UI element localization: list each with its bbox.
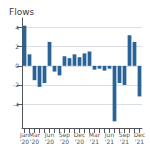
svg-text:0: 0 [15, 62, 19, 69]
svg-text:'20: '20 [20, 138, 29, 145]
svg-text:'20: '20 [45, 138, 54, 145]
svg-text:Flows: Flows [9, 7, 35, 17]
svg-text:'21: '21 [105, 138, 114, 145]
svg-text:'20: '20 [60, 138, 69, 145]
svg-text:2: 2 [15, 43, 19, 50]
svg-text:Sep: Sep [58, 131, 71, 138]
svg-text:Dec: Dec [134, 131, 146, 138]
svg-text:Mar: Mar [89, 131, 101, 138]
svg-text:'20: '20 [30, 138, 39, 145]
svg-text:Sep: Sep [118, 131, 131, 138]
svg-text:'21: '21 [120, 138, 129, 145]
svg-text:Jun: Jun [104, 131, 115, 138]
svg-text:Jun: Jun [44, 131, 55, 138]
svg-text:'21: '21 [135, 138, 144, 145]
svg-text:'21: '21 [90, 138, 99, 145]
svg-text:Dec: Dec [74, 131, 86, 138]
svg-text:-4: -4 [13, 101, 19, 108]
svg-text:Mar: Mar [29, 131, 41, 138]
svg-text:'20: '20 [75, 138, 84, 145]
svg-text:-2: -2 [13, 81, 19, 88]
svg-text:Jan: Jan [19, 131, 30, 138]
svg-text:4: 4 [15, 24, 19, 31]
